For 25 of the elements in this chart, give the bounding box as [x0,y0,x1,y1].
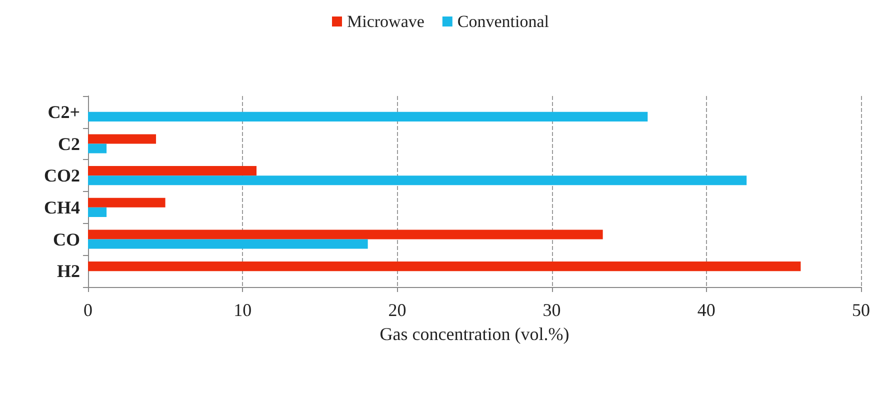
bar [88,112,648,122]
x-tick-label: 20 [388,300,406,320]
bar [88,230,603,240]
y-tick-label: H2 [56,261,80,282]
x-tick-label: 30 [542,300,561,320]
bar [88,166,257,176]
y-tick-label: CO [53,229,80,250]
bar [88,262,801,272]
legend-label: Microwave [346,12,424,31]
x-tick-label: 10 [234,300,252,320]
bar [88,176,747,186]
x-tick-label: 40 [697,300,716,320]
y-tick-label: C2 [58,134,80,154]
y-tick-label: C2+ [48,102,80,122]
bar [88,207,107,217]
bar [88,134,156,144]
x-axis-title: Gas concentration (vol.%) [380,324,570,344]
x-tick-label: 0 [84,300,92,320]
bar [88,144,107,154]
x-tick-label: 50 [852,300,870,320]
bar [88,198,166,208]
y-tick-label: CO2 [44,166,80,186]
legend-label: Conventional [457,12,550,31]
bar [88,239,368,249]
y-tick-label: CH4 [44,197,80,218]
